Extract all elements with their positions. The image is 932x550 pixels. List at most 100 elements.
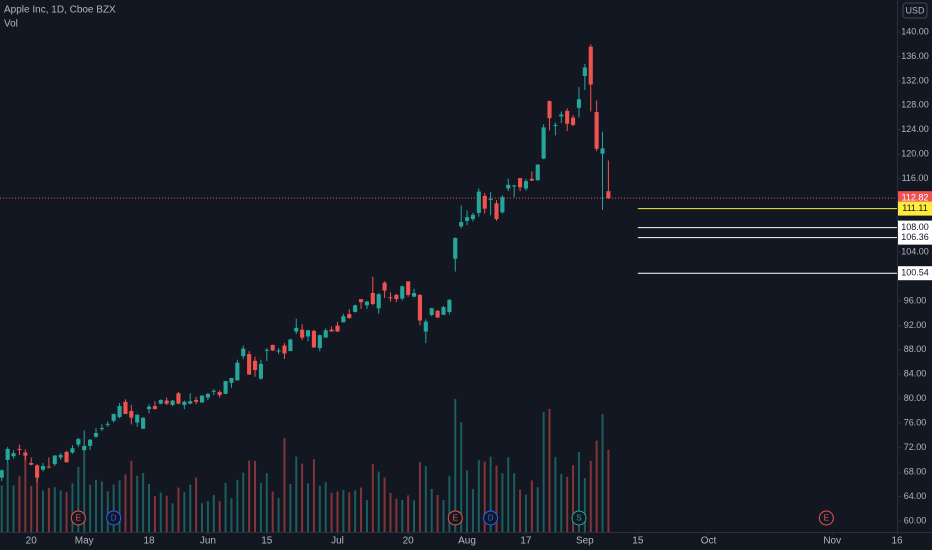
candle-body (23, 452, 28, 456)
currency-label[interactable]: USD (905, 5, 925, 15)
x-tick-label: Jun (200, 536, 216, 547)
event-label: D (488, 514, 494, 523)
candle-body (11, 453, 16, 457)
volume-bar (430, 488, 433, 532)
volume-bar (271, 491, 274, 532)
volume-bar (153, 496, 156, 532)
candle-body (40, 465, 46, 470)
candle-body (241, 348, 246, 357)
candle-body (46, 466, 51, 468)
candle-body (582, 67, 587, 77)
candle-body (488, 198, 493, 200)
event-label: D (111, 514, 117, 523)
volume-bar (65, 492, 68, 532)
candle-body (158, 399, 163, 404)
x-tick-label: Aug (458, 536, 476, 547)
volume-bar (124, 474, 127, 532)
volume-bar (47, 487, 50, 532)
level-label: 108.00 (901, 222, 929, 232)
candle-body (600, 148, 605, 154)
y-tick-label: 120.00 (901, 149, 929, 159)
volume-bar (560, 474, 563, 532)
candle-body (447, 299, 452, 312)
y-tick-label: 68.00 (904, 466, 927, 476)
volume-bar (112, 484, 115, 532)
candle-body (606, 191, 611, 199)
candle-body (305, 330, 311, 337)
candle-body (288, 339, 293, 352)
volume-bar (301, 463, 304, 532)
candle-body (464, 217, 470, 221)
y-tick-label: 92.00 (904, 320, 927, 330)
candle-body (300, 329, 305, 338)
candle-body (199, 395, 205, 403)
volume-bar (59, 490, 62, 532)
volume-bar (36, 467, 39, 532)
event-marker (818, 510, 834, 526)
event-label: E (76, 514, 81, 523)
level-label: 111.11 (902, 203, 928, 213)
candle-body (17, 448, 22, 450)
candle-body (512, 185, 517, 187)
volume-bar (495, 465, 498, 532)
volume-bar (224, 482, 227, 532)
volume-bar (312, 459, 315, 532)
candle-body (535, 164, 540, 181)
candle-body (506, 184, 511, 189)
volume-bar (24, 455, 27, 532)
volume-bar (324, 482, 327, 532)
volume-bar (542, 411, 545, 532)
candle-body (0, 470, 4, 478)
volume-bar (283, 438, 286, 532)
currency-button[interactable] (902, 2, 928, 19)
candle-body (470, 214, 476, 220)
candle-body (88, 439, 93, 446)
y-tick-label: 96.00 (904, 295, 927, 305)
volume-bar (136, 475, 139, 532)
volume-bar (336, 491, 339, 532)
candle-body (523, 181, 529, 189)
volume-bar (177, 487, 180, 532)
volume-bar (566, 476, 569, 532)
volume-bar (83, 446, 86, 532)
volume-bar (360, 487, 363, 532)
level-box (898, 201, 932, 216)
y-tick-label: 88.00 (904, 344, 927, 354)
candle-body (141, 417, 146, 429)
volume-bar (212, 495, 215, 532)
event-marker (447, 510, 463, 526)
y-tick-label: 84.00 (904, 369, 927, 379)
candle-body (5, 448, 10, 460)
volume-bar (289, 483, 292, 532)
candle-body (382, 282, 387, 291)
volume-bar (259, 482, 262, 532)
y-tick-label: 116.00 (902, 173, 929, 183)
candle-body (117, 406, 122, 418)
candle-body (435, 310, 440, 318)
candle-body (82, 445, 87, 451)
candle-body (252, 360, 258, 371)
level-box (898, 266, 932, 281)
event-label: S (576, 514, 581, 523)
y-tick-label: 128.00 (901, 100, 929, 110)
volume-bar (265, 473, 268, 532)
volume-bar (171, 503, 174, 532)
candle-body (164, 400, 169, 404)
candle-body (547, 101, 552, 119)
volume-bar (548, 408, 551, 532)
y-tick-label: 64.00 (904, 491, 927, 501)
volume-bar (307, 483, 310, 532)
volume-bar (148, 483, 151, 532)
volume-bar (0, 485, 3, 532)
candle-body (182, 401, 187, 405)
x-tick-label: 16 (891, 536, 903, 547)
y-tick-label: 76.00 (904, 418, 927, 428)
x-tick-label: 17 (520, 536, 532, 547)
candle-body (335, 325, 340, 332)
candle-body (500, 197, 505, 213)
candle-body (394, 294, 399, 300)
event-label: E (453, 514, 458, 523)
volume-bar (589, 460, 592, 532)
candle-body (229, 377, 234, 383)
x-tick-label: 15 (261, 536, 273, 547)
